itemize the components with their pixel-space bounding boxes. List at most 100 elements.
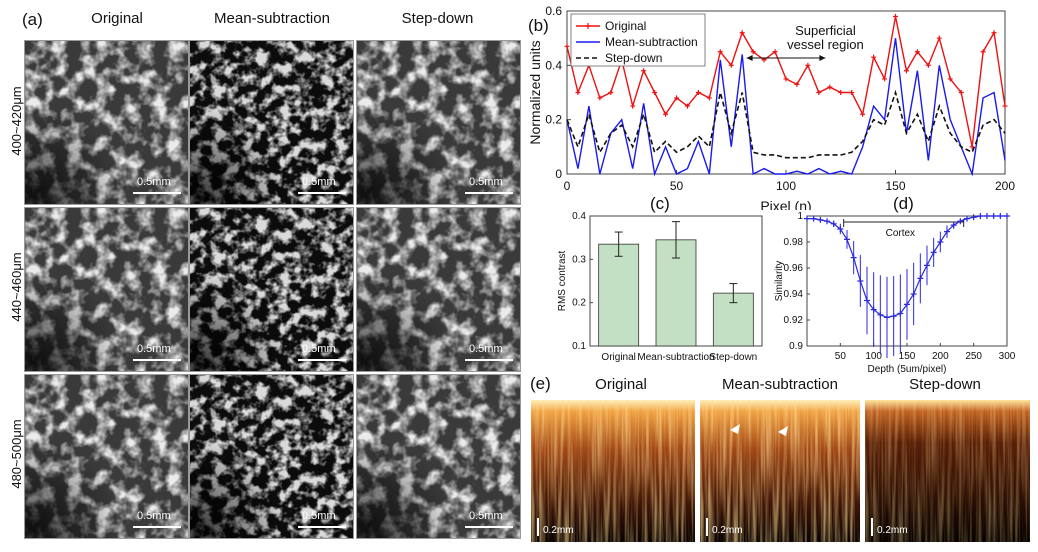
chart-b-point-original bbox=[772, 49, 778, 55]
chart-b-arrowhead-right bbox=[819, 55, 826, 61]
chart-b-point-original bbox=[914, 49, 920, 55]
chart-b-point-original bbox=[641, 68, 647, 74]
micro-image-r1-c3: 0.5mm bbox=[356, 40, 521, 205]
chart-d-ytick-label: 1 bbox=[797, 211, 803, 222]
chart-d-annotation: Cortex bbox=[886, 228, 915, 239]
chart-b-point-original bbox=[739, 30, 745, 36]
chart-b-point-original bbox=[564, 43, 570, 49]
chart-d-xtick-label: 300 bbox=[999, 351, 1016, 362]
chart-d-xtick-label: 200 bbox=[932, 351, 949, 362]
micro-image-r3-c2: 0.5mm bbox=[189, 374, 354, 539]
chart-d-ytick-label: 0.9 bbox=[789, 341, 803, 352]
chart-d-point bbox=[924, 262, 930, 269]
chart-d-point bbox=[977, 213, 984, 219]
chart-b-point-original bbox=[597, 95, 603, 101]
chart-b-xtick-label: 150 bbox=[885, 179, 905, 193]
chart-b-point-original bbox=[1002, 103, 1008, 109]
chart-d-point bbox=[997, 213, 1004, 219]
chart-b-point-original bbox=[980, 49, 986, 55]
chart-b-point-original bbox=[882, 76, 888, 82]
chart-b-legend-label: Original bbox=[605, 19, 646, 33]
chart-c-category-label: Step-down bbox=[709, 352, 757, 363]
micro-image-r2-c2: 0.5mm bbox=[189, 207, 354, 372]
oct-image-step-down: 0.2mm bbox=[865, 400, 1030, 542]
panel-a-col-title-mean-subtraction: Mean-subtraction bbox=[214, 10, 330, 27]
chart-d-point bbox=[837, 226, 844, 232]
chart-d-point bbox=[950, 222, 957, 229]
chart-d-xtick-label: 50 bbox=[835, 351, 847, 362]
arrowhead-marker-1 bbox=[730, 424, 740, 434]
chart-b-xlabel: Pixel (n) bbox=[760, 198, 811, 210]
chart-b-point-original bbox=[783, 76, 789, 82]
chart-c-category-label: Mean-subtraction bbox=[637, 352, 714, 363]
chart-b-ytick-label: 0.2 bbox=[545, 113, 562, 127]
panel-e-col-title-original: Original bbox=[595, 376, 647, 393]
chart-b-arrowhead-left bbox=[746, 55, 753, 61]
chart-d-point bbox=[844, 236, 850, 243]
panel-d-letter: (d) bbox=[893, 194, 914, 213]
chart-b-point-original bbox=[827, 84, 833, 90]
chart-b-point-original bbox=[663, 111, 669, 117]
panel-c-letter: (c) bbox=[650, 194, 670, 213]
chart-d-point bbox=[870, 306, 877, 313]
chart-b-ylabel: Normalized units bbox=[527, 40, 543, 144]
chart-b-legend-label: Mean-subtraction bbox=[605, 35, 698, 49]
chart-c-ylabel: RMS contrast bbox=[557, 250, 568, 311]
chart-b-point-original bbox=[750, 49, 756, 55]
chart-b-point-original bbox=[652, 90, 658, 95]
chart-d-point bbox=[897, 310, 904, 317]
chart-b-ytick-label: 0.6 bbox=[545, 4, 562, 18]
panel-a-letter: (a) bbox=[22, 10, 43, 29]
chart-d-ytick-label: 0.96 bbox=[784, 263, 804, 274]
chart-d-point bbox=[857, 278, 864, 284]
chart-d-point bbox=[864, 297, 870, 304]
chart-b-xtick-label: 100 bbox=[776, 179, 796, 193]
chart-b-point-original bbox=[575, 90, 581, 95]
chart-b-ytick-label: 0 bbox=[555, 167, 562, 181]
chart-b-point-original bbox=[608, 90, 614, 95]
micro-image-r1-c2: 0.5mm bbox=[189, 40, 354, 205]
chart-b-legend-label: Step-down bbox=[605, 51, 662, 65]
panel-e-col-title-mean-subtraction: Mean-subtraction bbox=[722, 376, 838, 393]
micro-image-r2-c1: 0.5mm bbox=[24, 207, 189, 372]
chart-d-xtick-label: 100 bbox=[865, 351, 882, 362]
chart-c-ytick-label: 0.1 bbox=[572, 341, 586, 352]
chart-b-point-original bbox=[630, 103, 636, 109]
chart-d-point bbox=[964, 215, 970, 222]
chart-c-ytick-label: 0.3 bbox=[572, 254, 586, 265]
chart-b-point-original bbox=[695, 90, 701, 95]
chart-d-point bbox=[910, 291, 917, 297]
chart-d-point bbox=[810, 215, 817, 222]
chart-b-point-original bbox=[860, 111, 866, 117]
panel-a-col-title-step-down: Step-down bbox=[401, 10, 474, 27]
chart-b: 0 0.2 0.4 0.6 0 50 100 150 200 Pixel (n) Normalize… bbox=[527, 4, 1015, 210]
chart-d-point bbox=[890, 313, 897, 320]
chart-d-point bbox=[937, 239, 944, 245]
chart-d-point bbox=[824, 218, 830, 225]
chart-b-point-original bbox=[991, 30, 997, 36]
panel-e-col-title-step-down: Step-down bbox=[909, 376, 981, 393]
chart-d-point bbox=[984, 213, 990, 219]
chart-d-point bbox=[944, 228, 950, 235]
chart-b-point-original bbox=[805, 62, 811, 68]
chart-b-point-original bbox=[893, 13, 898, 19]
chart-b-point-original bbox=[706, 95, 712, 101]
chart-b-xtick-label: 50 bbox=[670, 179, 684, 193]
chart-b-point-original bbox=[849, 90, 855, 95]
chart-d-ytick-label: 0.98 bbox=[784, 237, 804, 248]
chart-b-legend-marker bbox=[585, 23, 591, 29]
chart-c-ytick-label: 0.4 bbox=[572, 211, 586, 222]
chart-b-point-original bbox=[728, 62, 734, 68]
chart-d-point bbox=[917, 275, 924, 282]
chart-d-point bbox=[804, 215, 810, 222]
chart-b-point-original bbox=[674, 95, 679, 101]
chart-b-point-original bbox=[684, 103, 690, 109]
chart-d-point bbox=[817, 216, 824, 223]
panel-b-letter: (b) bbox=[528, 16, 549, 35]
chart-b-point-original bbox=[958, 90, 964, 95]
chart-d-point bbox=[830, 220, 837, 227]
panel-a-col-title-original: Original bbox=[91, 10, 143, 27]
chart-d-point bbox=[877, 311, 884, 318]
